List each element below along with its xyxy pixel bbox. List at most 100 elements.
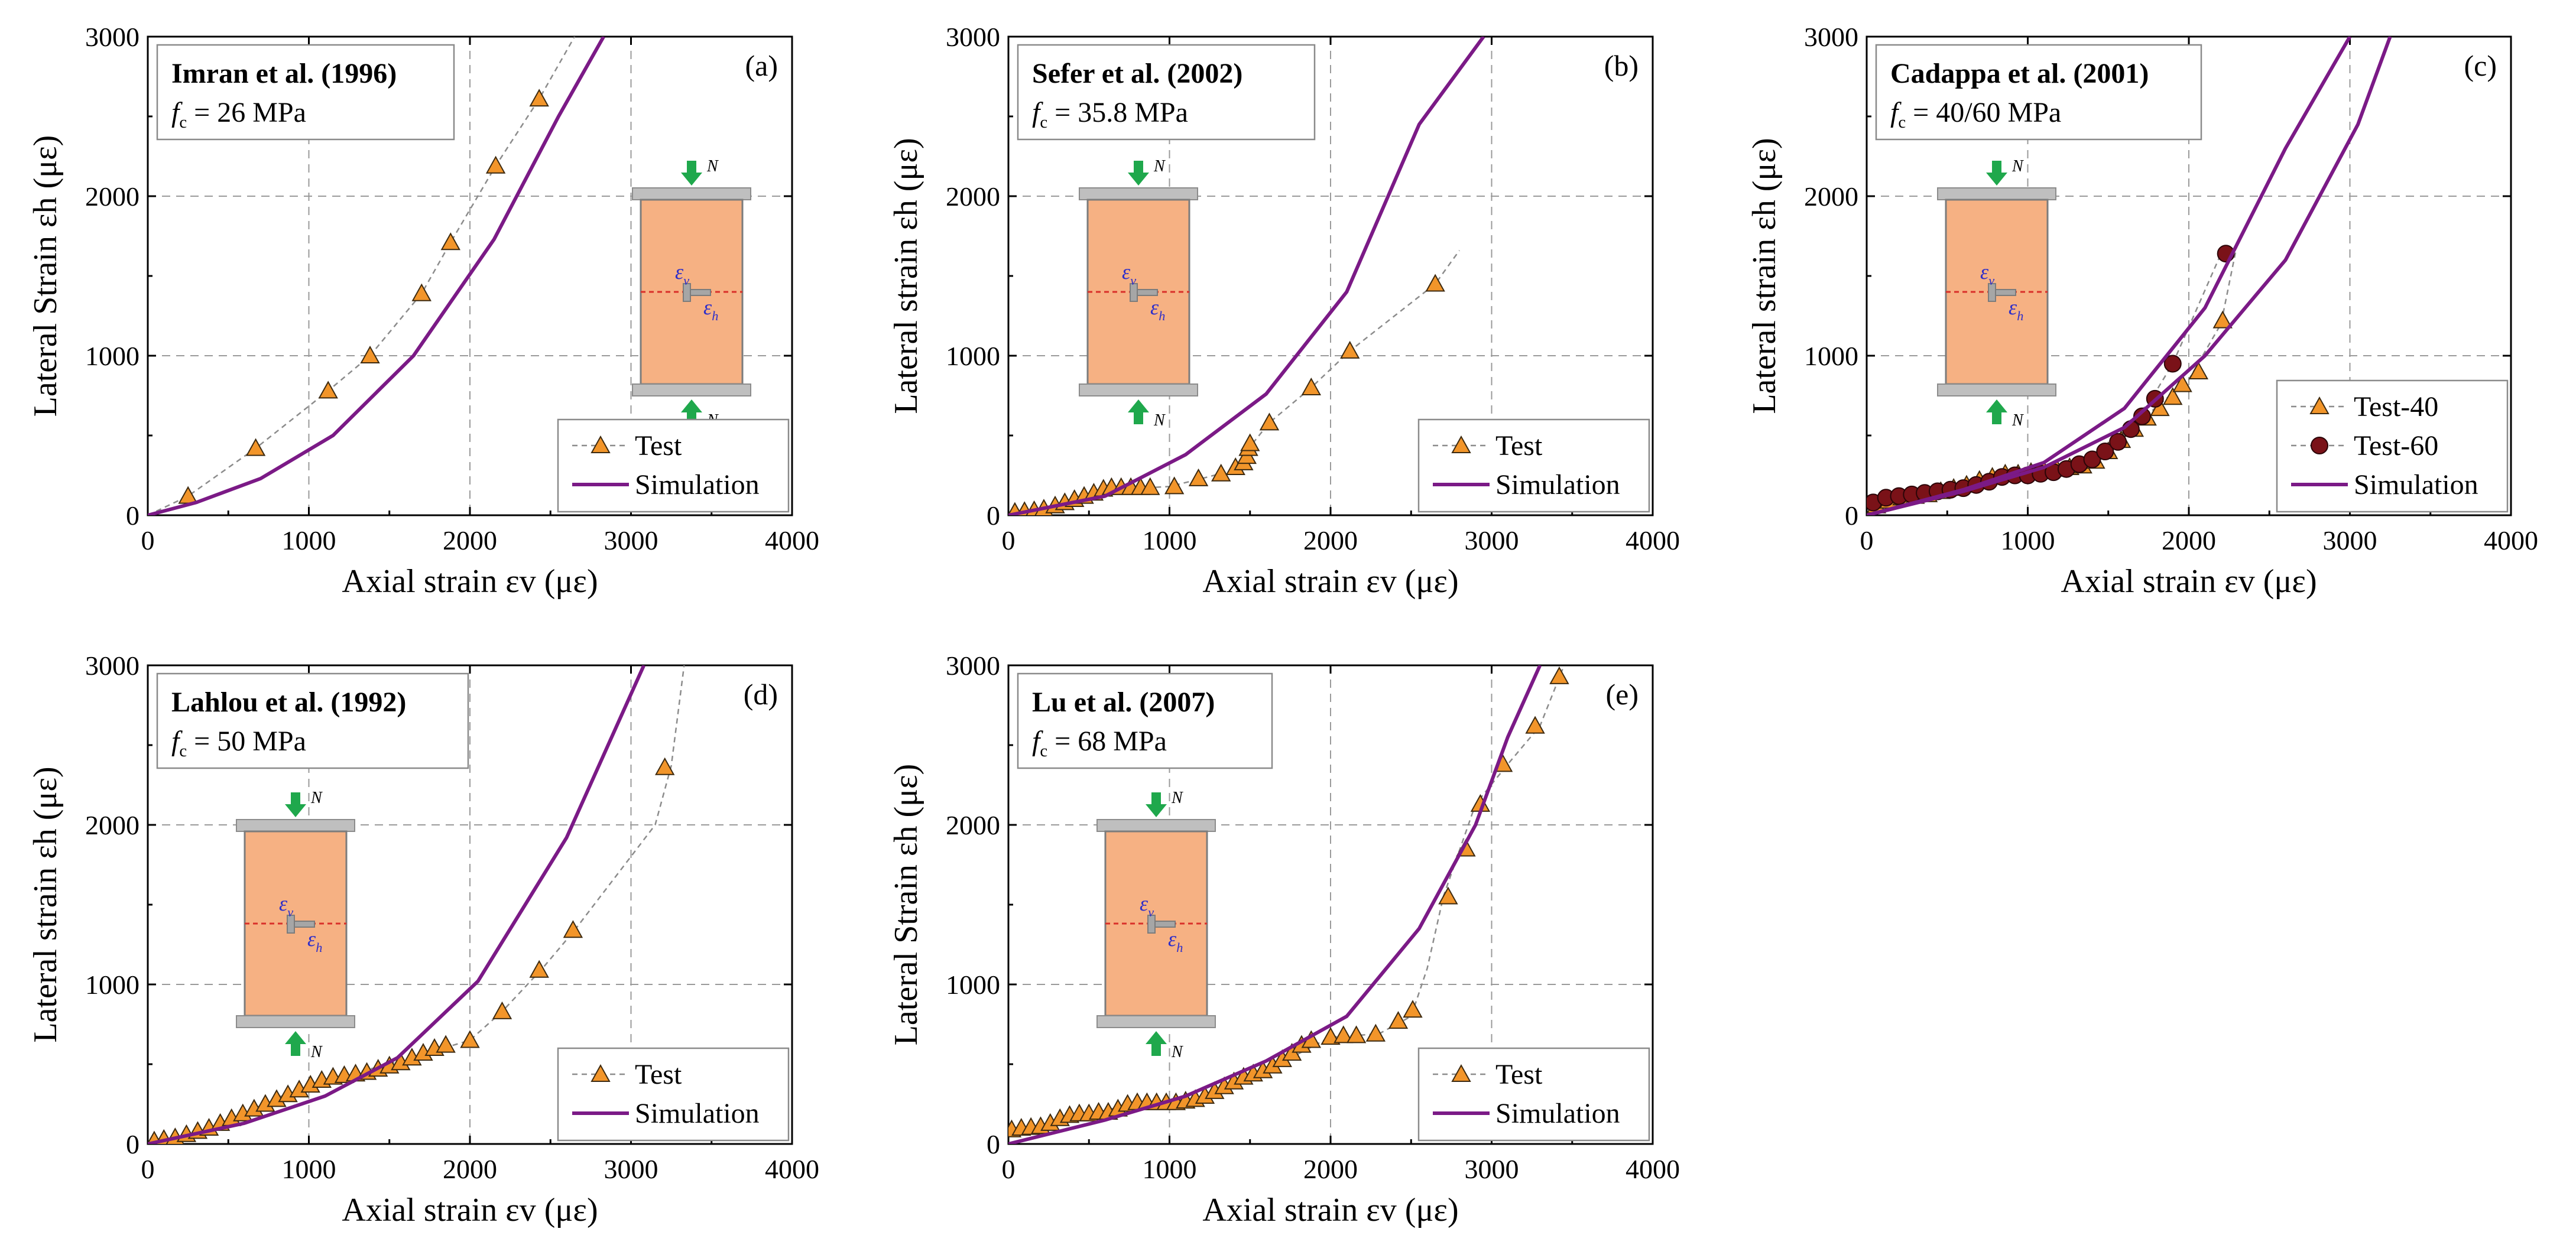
test-marker — [485, 155, 506, 174]
source-title: Lahlou et al. (1992) — [171, 687, 406, 718]
simulation-curve — [148, 665, 646, 1144]
legend-label: Test-40 — [2354, 391, 2438, 422]
legend: Test Simulation — [1417, 1047, 1650, 1142]
test-marker — [2163, 387, 2183, 405]
axial-strain-symbol: εv — [279, 892, 293, 919]
y-tick-label: 2000 — [85, 810, 139, 840]
bottom-plate — [1079, 383, 1198, 396]
legend: Test Simulation — [557, 1047, 790, 1142]
test-marker — [1188, 468, 1209, 486]
test-trend-line — [148, 37, 576, 515]
legend-label: Test — [1495, 1059, 1543, 1090]
test-marker — [411, 283, 432, 301]
load-label-top: N — [706, 157, 719, 175]
test-marker — [655, 757, 675, 775]
bottom-plate — [236, 1015, 355, 1028]
legend-label: Test — [635, 430, 682, 461]
y-tick-label: 3000 — [85, 22, 139, 52]
fc-label: fc = 68 MPa — [1032, 726, 1167, 760]
y-tick-label: 0 — [126, 500, 139, 531]
test-60-marker — [2083, 450, 2101, 469]
x-tick-label: 1000 — [1143, 525, 1197, 555]
test-marker — [1334, 1025, 1354, 1044]
test-marker — [1388, 1011, 1409, 1029]
source-box — [156, 672, 469, 769]
x-tick-label: 0 — [1860, 525, 1874, 555]
x-tick-label: 3000 — [1465, 525, 1519, 555]
load-label-bottom: N — [1171, 1043, 1183, 1061]
legend-test-marker — [591, 1064, 611, 1082]
y-tick-label: 3000 — [946, 22, 1000, 52]
top-plate — [632, 187, 751, 200]
test-60-marker — [2109, 433, 2127, 451]
x-tick-label: 4000 — [765, 525, 819, 555]
source-box — [1017, 672, 1273, 769]
y-tick-label: 3000 — [946, 651, 1000, 681]
y-tick-label: 0 — [126, 1129, 139, 1159]
load-arrow-top — [1986, 161, 2007, 186]
legend-test-marker — [2309, 396, 2330, 414]
test-marker — [1259, 412, 1280, 431]
y-tick-label: 3000 — [1804, 22, 1858, 52]
y-axis-label: Lateral Strain εh (με) — [27, 135, 64, 417]
fc-label: fc = 40/60 MPa — [1890, 97, 2061, 132]
legend: Test Simulation — [557, 418, 790, 513]
y-tick-label: 1000 — [946, 970, 1000, 1000]
y-tick-label: 1000 — [85, 341, 139, 371]
x-tick-label: 1000 — [282, 525, 336, 555]
x-tick-label: 3000 — [604, 525, 658, 555]
top-plate — [236, 819, 355, 832]
simulation-curve — [1008, 665, 1542, 1144]
test-marker — [2212, 310, 2233, 329]
lateral-strain-symbol: εh — [1168, 927, 1183, 955]
test-marker — [1321, 1027, 1341, 1045]
load-label-top: N — [1171, 789, 1183, 807]
legend: Test-40 Test-60 Simulation — [2276, 379, 2509, 513]
legend: Test Simulation — [1417, 418, 1650, 513]
test-marker — [1211, 463, 1231, 482]
source-title: Cadappa et al. (2001) — [1890, 58, 2149, 89]
legend-test-60-marker — [2311, 437, 2328, 454]
legend-box — [1417, 418, 1650, 513]
strain-gauge-horizontal — [690, 289, 711, 296]
strain-gauge-horizontal — [294, 921, 315, 928]
legend-label: Simulation — [1495, 1098, 1620, 1129]
test-marker — [563, 920, 583, 938]
source-title: Imran et al. (1996) — [171, 58, 397, 89]
axial-strain-symbol: εv — [1980, 260, 1994, 288]
x-axis-label: Axial strain εv (με) — [1202, 563, 1458, 600]
y-axis-label: Lateral Strain εh (με) — [888, 764, 924, 1046]
x-tick-label: 3000 — [604, 1154, 658, 1184]
bottom-plate — [1096, 1015, 1216, 1028]
x-tick-label: 2000 — [1303, 525, 1358, 555]
y-axis-label: Lateral strain εh (με) — [888, 138, 924, 414]
test-marker — [1525, 716, 1545, 734]
source-box — [1875, 44, 2202, 141]
lateral-strain-symbol: εh — [307, 927, 322, 955]
x-tick-label: 4000 — [1626, 525, 1680, 555]
load-label-bottom: N — [310, 1043, 323, 1061]
legend-label: Test-60 — [2354, 430, 2438, 461]
data-layer — [148, 37, 605, 515]
legend-test-marker — [1451, 1064, 1471, 1082]
y-tick-label: 0 — [1845, 500, 1858, 531]
data-layer — [148, 665, 685, 1144]
legend-box — [557, 1047, 790, 1142]
legend-box — [1417, 1047, 1650, 1142]
legend-label: Simulation — [2354, 469, 2478, 500]
panel-label: (d) — [744, 678, 778, 711]
test-60-marker — [2096, 443, 2114, 460]
x-tick-label: 3000 — [1465, 1154, 1519, 1184]
x-tick-label: 1000 — [282, 1154, 336, 1184]
top-plate — [1079, 187, 1198, 200]
test-marker — [1240, 433, 1260, 451]
y-axis-label: Lateral strain εh (με) — [1746, 138, 1783, 414]
load-label-top: N — [2012, 157, 2024, 175]
legend-box — [557, 418, 790, 513]
panel-label: (b) — [1604, 49, 1639, 82]
test-trend-line — [1867, 243, 2238, 515]
y-tick-label: 2000 — [946, 181, 1000, 212]
fc-label: fc = 26 MPa — [171, 97, 306, 132]
